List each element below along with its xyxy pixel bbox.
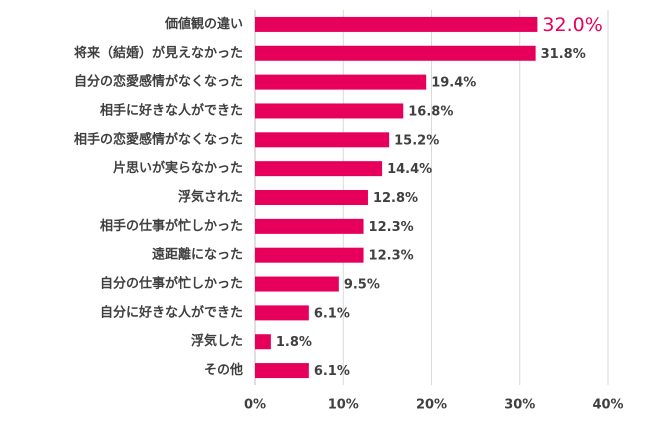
bar (255, 103, 404, 119)
bar (255, 334, 271, 350)
data-label: 12.3% (369, 220, 414, 235)
bar (255, 218, 364, 234)
bar (255, 190, 368, 205)
bar (255, 247, 364, 263)
data-label: 6.1% (314, 364, 350, 379)
category-label: 自分の仕事が忙しかった (100, 276, 243, 292)
data-label: 6.1% (314, 306, 350, 321)
category-label: 相手の仕事が忙しかった (100, 218, 243, 234)
category-label: 遠距離になった (152, 247, 243, 263)
x-tick-label: 40% (592, 398, 623, 413)
category-label: 相手の恋愛感情がなくなった (74, 131, 243, 147)
x-tick-label: 20% (416, 398, 447, 413)
category-label: 相手に好きな人ができた (100, 102, 243, 118)
data-label: 32.0% (542, 14, 602, 36)
category-label: 価値観の違い (164, 16, 243, 32)
data-label: 19.4% (431, 76, 476, 91)
bar (255, 74, 427, 90)
data-label: 14.4% (387, 162, 432, 177)
data-label: 9.5% (344, 278, 380, 293)
bar (255, 276, 339, 292)
bar (255, 363, 309, 379)
data-label: 16.8% (408, 104, 453, 119)
category-label: 将来（結婚）が見えなかった (74, 45, 243, 61)
bar (255, 305, 309, 321)
bar (255, 132, 390, 148)
x-tick-label: 0% (244, 398, 266, 413)
data-label: 15.2% (394, 133, 439, 148)
bar (255, 161, 383, 177)
x-tick-label: 30% (504, 398, 535, 413)
data-label: 1.8% (276, 335, 312, 350)
category-label: その他 (204, 362, 243, 378)
category-label: 浮気した (191, 333, 243, 349)
category-label: 浮気された (178, 189, 243, 205)
category-label: 自分の恋愛感情がなくなった (74, 74, 243, 90)
x-tick-label: 10% (328, 398, 359, 413)
data-label: 12.8% (373, 191, 418, 206)
category-label: 片思いが実らなかった (113, 160, 243, 176)
data-label: 12.3% (369, 249, 414, 264)
bar (255, 16, 538, 32)
category-label: 自分に好きな人ができた (100, 304, 243, 320)
bar (255, 45, 536, 61)
data-label: 31.8% (541, 47, 586, 62)
